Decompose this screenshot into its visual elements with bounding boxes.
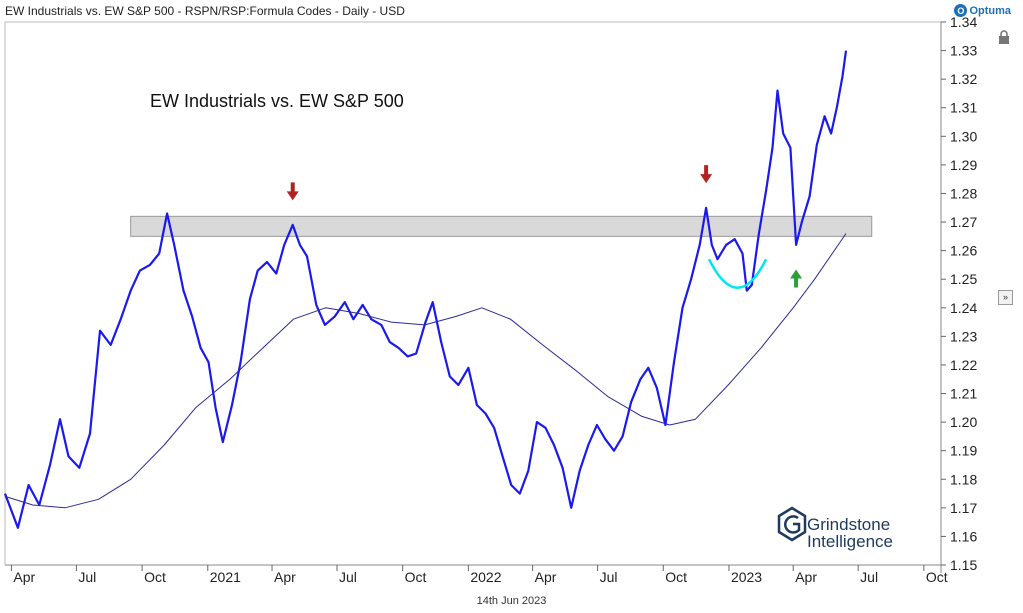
x-tick-label: Oct — [926, 569, 948, 585]
x-tick-label: Oct — [405, 569, 427, 585]
y-tick-label: 1.18 — [950, 471, 977, 487]
x-tick-label: Jul — [339, 569, 357, 585]
x-tick-label: Apr — [274, 569, 296, 585]
watermark-line-1: Grindstone — [807, 515, 890, 534]
cup-curve — [707, 258, 768, 289]
ratio-line — [3, 50, 848, 529]
y-tick-label: 1.21 — [950, 386, 977, 402]
lock-icon[interactable] — [998, 30, 1010, 44]
y-tick-label: 1.23 — [950, 328, 977, 344]
x-tick-label: 2023 — [731, 569, 762, 585]
moving-average-line — [4, 233, 847, 509]
optuma-logo-icon: O — [954, 4, 968, 17]
y-tick-label: 1.22 — [950, 357, 977, 373]
x-tick-label: 2021 — [210, 569, 241, 585]
x-tick-label: Jul — [78, 569, 96, 585]
y-tick-label: 1.15 — [950, 557, 977, 573]
x-tick-label: Jul — [860, 569, 878, 585]
grindstone-watermark: Grindstone Intelligence — [777, 506, 893, 551]
y-tick-label: 1.17 — [950, 500, 977, 516]
y-tick-label: 1.26 — [950, 243, 977, 259]
y-tick-label: 1.16 — [950, 528, 977, 544]
x-tick-label: 2022 — [470, 569, 501, 585]
x-tick-label: Apr — [535, 569, 557, 585]
grindstone-logo-icon — [777, 506, 807, 542]
y-tick-label: 1.24 — [950, 300, 977, 316]
y-tick-label: 1.19 — [950, 443, 977, 459]
y-tick-label: 1.33 — [950, 43, 977, 59]
y-tick-label: 1.27 — [950, 214, 977, 230]
y-tick-label: 1.30 — [950, 128, 977, 144]
y-tick-label: 1.34 — [950, 14, 977, 30]
brand-logo: O Optuma — [954, 3, 1011, 18]
x-tick-label: Apr — [795, 569, 817, 585]
expand-button[interactable]: » — [998, 290, 1013, 305]
chart-title: EW Industrials vs. EW S&P 500 - RSPN/RSP… — [5, 4, 405, 18]
resistance-band — [130, 215, 873, 237]
up-arrow-icon — [790, 269, 803, 288]
down-arrow-icon — [700, 165, 713, 184]
plot-frame — [4, 21, 942, 566]
watermark-line-2: Intelligence — [807, 532, 893, 551]
y-tick-label: 1.25 — [950, 271, 977, 287]
chart-inner-title: EW Industrials vs. EW S&P 500 — [150, 91, 404, 111]
y-tick-label: 1.31 — [950, 100, 977, 116]
x-tick-label: Apr — [13, 569, 35, 585]
y-tick-label: 1.20 — [950, 414, 977, 430]
x-tick-label: Jul — [600, 569, 618, 585]
y-tick-label: 1.32 — [950, 71, 977, 87]
footer-date: 14th Jun 2023 — [476, 595, 547, 607]
y-tick-label: 1.28 — [950, 185, 977, 201]
x-tick-label: Oct — [144, 569, 166, 585]
title-bar: EW Industrials vs. EW S&P 500 - RSPN/RSP… — [0, 0, 1023, 22]
x-tick-label: Oct — [665, 569, 687, 585]
y-tick-label: 1.29 — [950, 157, 977, 173]
brand-name: Optuma — [969, 4, 1011, 17]
down-arrow-icon — [286, 182, 299, 201]
